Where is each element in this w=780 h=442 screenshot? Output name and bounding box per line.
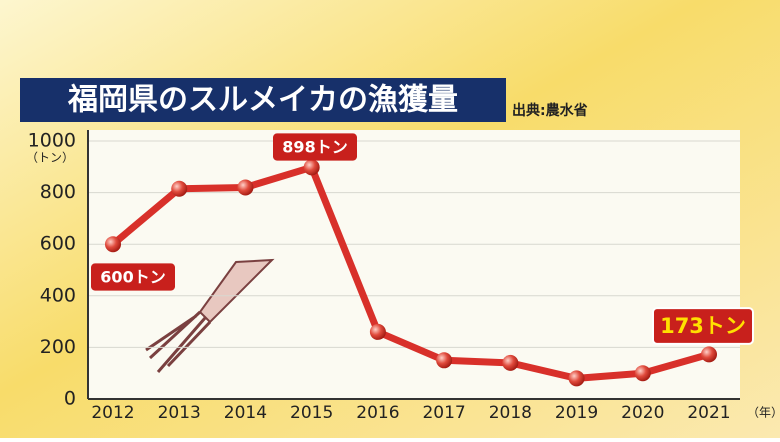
x-tick-label: 2020 bbox=[621, 403, 664, 423]
marker bbox=[701, 346, 717, 363]
x-tick-label: 2015 bbox=[290, 403, 333, 423]
marker bbox=[303, 159, 320, 176]
value-label-box bbox=[273, 133, 357, 161]
x-tick-label: 2018 bbox=[489, 403, 532, 423]
value-label: 600トン bbox=[100, 268, 165, 287]
plot-area bbox=[88, 130, 740, 400]
marker bbox=[436, 352, 453, 369]
marker bbox=[369, 323, 386, 340]
marker bbox=[171, 180, 188, 197]
marker bbox=[105, 236, 121, 253]
value-label-box bbox=[652, 307, 754, 345]
x-tick-label: 2021 bbox=[687, 403, 730, 423]
x-tick-label: 2017 bbox=[422, 403, 465, 423]
y-tick-label: 200 bbox=[40, 336, 76, 358]
value-label-box bbox=[91, 263, 175, 291]
x-tick-label: 2019 bbox=[555, 403, 598, 423]
y-tick-label: 0 bbox=[64, 388, 76, 410]
x-tick-label: 2013 bbox=[158, 403, 201, 423]
y-unit: （トン） bbox=[26, 151, 74, 165]
chart-title: 福岡県のスルメイカの漁獲量 bbox=[67, 83, 458, 118]
value-label: 898トン bbox=[282, 138, 347, 157]
y-tick-label: 600 bbox=[40, 233, 76, 255]
x-tick-label: 2016 bbox=[356, 403, 399, 423]
source: 出典:農水省 bbox=[512, 102, 588, 119]
y-tick-label: 800 bbox=[40, 181, 76, 203]
line bbox=[110, 163, 710, 382]
title-box bbox=[20, 78, 506, 122]
y-tick-label: 400 bbox=[40, 284, 76, 306]
x-tick-label: 2012 bbox=[91, 403, 134, 423]
marker bbox=[502, 354, 519, 371]
marker bbox=[568, 370, 585, 387]
y-tick-label: 1000 bbox=[28, 130, 76, 152]
squid-illustration bbox=[145, 258, 275, 373]
marker bbox=[634, 365, 651, 382]
value-label: 173トン bbox=[660, 314, 746, 338]
marker bbox=[237, 179, 254, 196]
x-tick-label: 2014 bbox=[224, 403, 267, 423]
x-unit: （年） bbox=[747, 406, 780, 420]
